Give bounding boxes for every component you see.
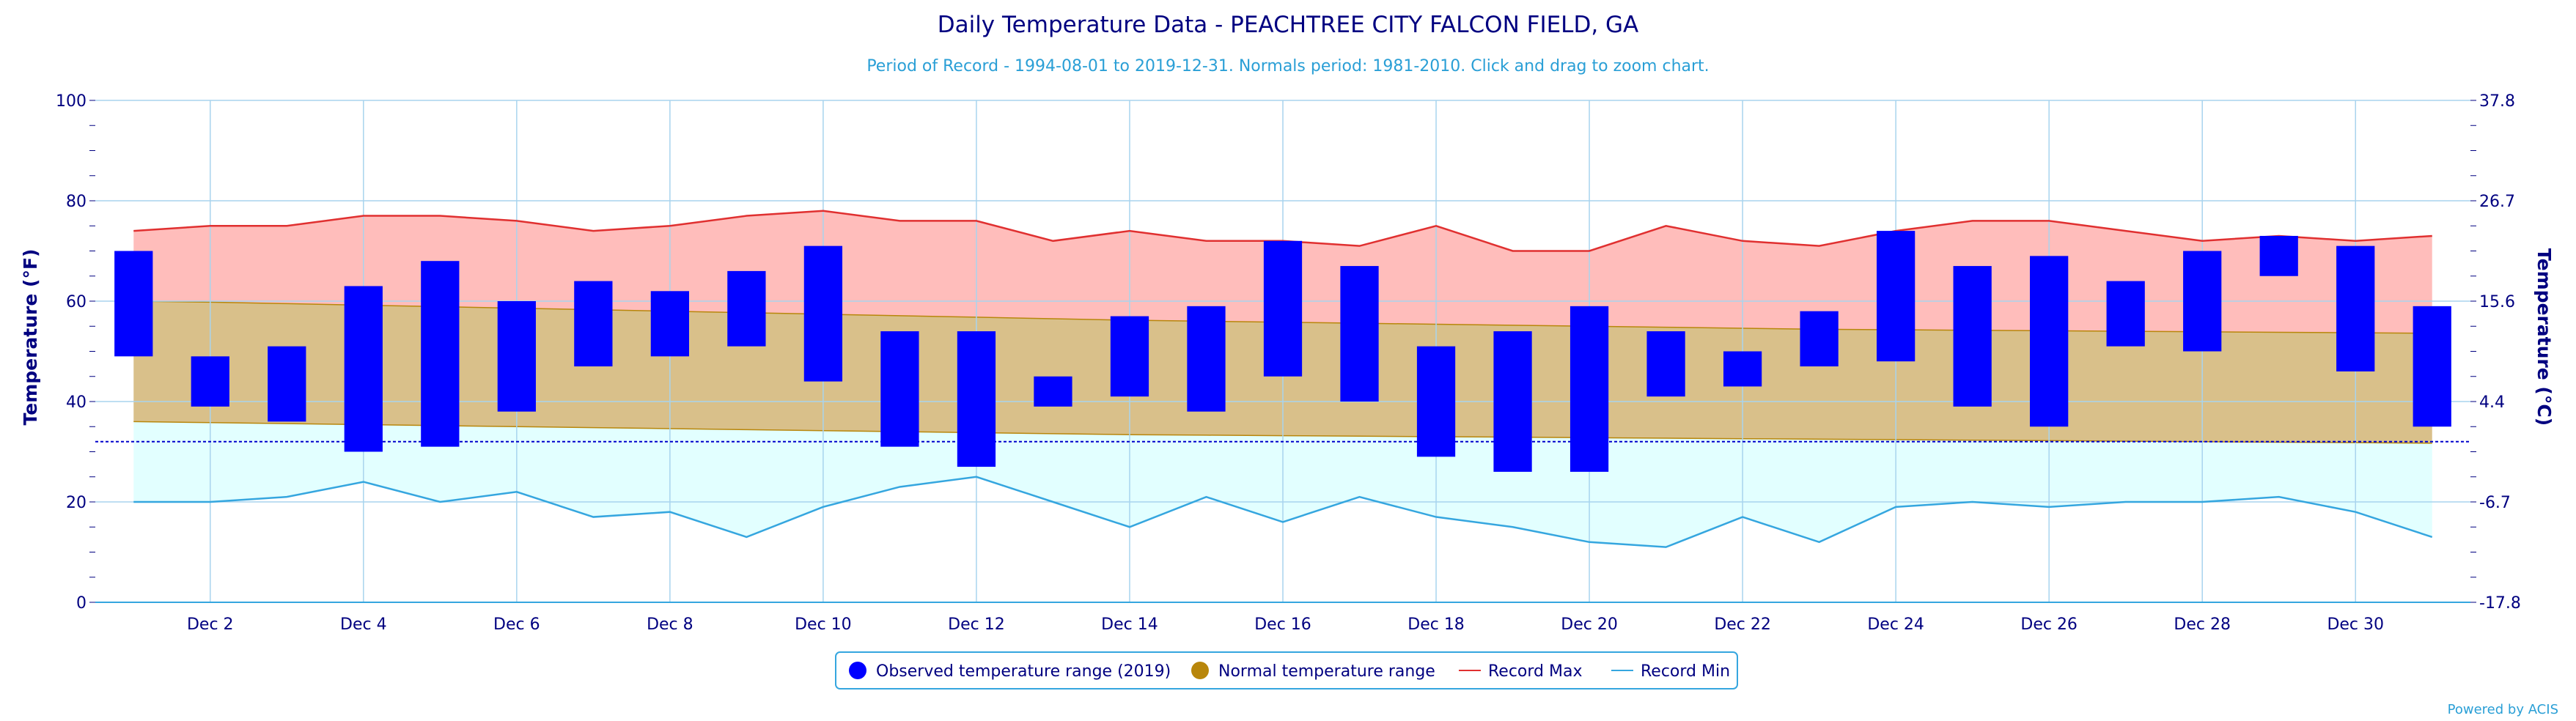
observed-range-bar: [2259, 235, 2298, 276]
chart-subtitle: Period of Record - 1994-08-01 to 2019-12…: [866, 57, 1709, 75]
observed-range-bar: [880, 331, 919, 447]
y-tick-label-right: -6.7: [2479, 494, 2511, 512]
x-tick-label: Dec 2: [187, 615, 234, 634]
observed-range-bar: [1416, 346, 1456, 457]
legend-box: [835, 651, 1738, 689]
observed-range-bar: [2336, 245, 2375, 371]
observed-range-bar: [344, 286, 383, 452]
observed-range-bar: [1800, 311, 1839, 367]
x-tick-label: Dec 10: [795, 615, 852, 634]
observed-range-bar: [1187, 306, 1226, 412]
observed-range-bar: [1877, 231, 1916, 362]
observed-range-bar: [1953, 266, 1992, 407]
observed-range-bar: [1340, 266, 1379, 402]
x-tick-label: Dec 6: [493, 615, 540, 634]
observed-range-bar: [1646, 331, 1685, 397]
x-tick-label: Dec 30: [2327, 615, 2384, 634]
chart-title: Daily Temperature Data - PEACHTREE CITY …: [938, 12, 1639, 38]
powered-by-credit[interactable]: Powered by ACIS: [2448, 702, 2558, 717]
observed-range-bar: [1110, 316, 1149, 397]
x-tick-label: Dec 20: [1561, 615, 1618, 634]
legend: Observed temperature range (2019) Normal…: [835, 651, 1738, 689]
y-tick-label-right: 26.7: [2479, 193, 2515, 211]
legend-label-record-min: Record Min: [1641, 662, 1730, 681]
legend-item-normal[interactable]: Normal temperature range: [1191, 662, 1435, 681]
y-tick-label-left: 20: [66, 494, 87, 512]
x-tick-label: Dec 14: [1101, 615, 1158, 634]
observed-range-bar: [497, 301, 536, 412]
observed-range-bar: [1263, 240, 1303, 377]
y-tick-label-right: 4.4: [2479, 393, 2505, 412]
record-min-line: [133, 476, 2433, 548]
observed-range-bar: [2030, 256, 2069, 427]
observed-range-bar: [727, 270, 766, 347]
observed-range-bar: [1034, 376, 1072, 407]
observed-range-bar: [957, 331, 996, 467]
y-tick-label-right: 37.8: [2479, 92, 2515, 111]
y-tick-label-left: 100: [56, 92, 87, 111]
legend-item-record-max[interactable]: Record Max: [1459, 662, 1583, 681]
observed-range-bar: [2106, 281, 2145, 347]
normal-swatch-icon: [1191, 662, 1209, 679]
x-tick-label: Dec 16: [1254, 615, 1311, 634]
x-tick-label: Dec 26: [2020, 615, 2078, 634]
y-axis-title-right: Temperature (°C): [2533, 248, 2555, 426]
observed-range-bar: [1493, 331, 1532, 472]
legend-item-observed[interactable]: Observed temperature range (2019): [849, 662, 1171, 681]
observed-range-bar: [268, 346, 306, 422]
axes: 0 -17.8 20 -6.7 40 4.4 60 15.6 80 26.7 100 37.8 Dec …: [56, 92, 2521, 634]
observed-range-bar: [2413, 306, 2451, 427]
observed-bars[interactable]: [114, 231, 2451, 472]
observed-range-bar: [2183, 251, 2222, 352]
x-tick-label: Dec 8: [647, 615, 693, 634]
observed-range-bar: [650, 291, 689, 357]
x-tick-label: Dec 28: [2174, 615, 2231, 634]
x-tick-label: Dec 24: [1867, 615, 1924, 634]
observed-swatch-icon: [849, 662, 866, 679]
y-tick-label-left: 40: [66, 393, 87, 412]
y-tick-label-right: 15.6: [2479, 293, 2515, 311]
x-tick-label: Dec 4: [340, 615, 387, 634]
observed-range-bar: [191, 356, 229, 407]
observed-range-bar: [421, 261, 460, 447]
y-tick-label-left: 80: [66, 193, 87, 211]
observed-range-bar: [1723, 351, 1762, 387]
legend-label-record-max: Record Max: [1488, 662, 1583, 681]
y-tick-label-left: 60: [66, 293, 87, 311]
legend-label-normal: Normal temperature range: [1218, 662, 1435, 681]
y-tick-label-right: -17.8: [2479, 594, 2521, 613]
legend-item-record-min[interactable]: Record Min: [1611, 662, 1730, 681]
observed-range-bar: [574, 281, 613, 367]
x-tick-label: Dec 12: [948, 615, 1005, 634]
observed-range-bar: [1569, 306, 1609, 472]
y-tick-label-left: 0: [76, 594, 87, 613]
x-tick-label: Dec 18: [1407, 615, 1465, 634]
observed-range-bar: [114, 251, 153, 357]
legend-label-observed: Observed temperature range (2019): [876, 662, 1171, 681]
observed-range-bar: [803, 245, 843, 382]
y-axis-title-left: Temperature (°F): [20, 249, 41, 426]
x-tick-label: Dec 22: [1714, 615, 1771, 634]
